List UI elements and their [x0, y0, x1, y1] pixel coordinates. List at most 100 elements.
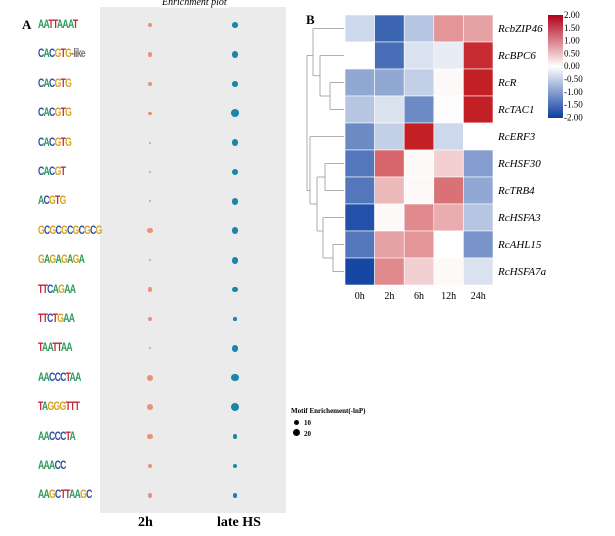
heatmap-cell: [344, 41, 375, 70]
heatmap-cell: [374, 149, 405, 178]
colorbar-tick: 0.50: [564, 48, 580, 58]
chart-title: Enrichment plot: [160, 0, 229, 8]
dot-late-hs: [232, 22, 238, 28]
dot-2h: [149, 200, 151, 203]
motif-logo: CACGT: [38, 164, 66, 178]
heatmap-cell: [374, 176, 405, 205]
dot-late-hs: [231, 345, 239, 352]
dot-late-hs: [231, 109, 239, 118]
heatmap-cell: [463, 122, 494, 151]
motif-logo: AACCCTAA: [38, 369, 81, 384]
gene-label: RcHSFA3: [497, 212, 541, 224]
dot-2h: [147, 434, 153, 440]
heatmap-cell: [374, 68, 405, 97]
heatmap-cell: [463, 230, 494, 259]
motif-logo: GAGAGAGA: [38, 252, 85, 267]
heatmap-cell: [344, 149, 375, 178]
legend-entry-10: 10: [294, 419, 311, 427]
heatmap-cell: [403, 14, 435, 43]
heatmap-cell: [374, 14, 405, 43]
heatmap: RcbZIP46 RcBPC6 RcR RcTAC1 RcERF3 RcHSF30 RcTR…: [306, 10, 583, 300]
dot-late-hs: [231, 51, 239, 58]
gene-label: RcbZIP46: [497, 23, 543, 35]
time-label: 24h: [471, 291, 486, 300]
heatmap-cell: [433, 203, 464, 232]
motif-logo: TTCAGAA: [38, 281, 76, 296]
motif-logo: CACGTG: [38, 134, 72, 149]
heatmap-cell: [344, 68, 375, 97]
heatmap-cell: [403, 257, 435, 286]
colorbar-tick: 0.00: [564, 61, 580, 71]
panel-b-label: B: [306, 12, 315, 27]
dot-late-hs: [232, 434, 238, 439]
heatmap-cell: [463, 14, 494, 43]
gene-label: RcR: [497, 77, 517, 89]
motif-logo: AAGCTTAAGC: [38, 487, 92, 502]
heatmap-cell: [403, 176, 435, 205]
heatmap-cell: [433, 230, 464, 259]
legend-dot-small: [294, 420, 299, 425]
gene-label: RcHSF30: [497, 158, 541, 170]
heatmap-cell: [344, 122, 375, 151]
dot-late-hs: [232, 493, 238, 498]
motif-logo: TAGGGTTT: [38, 399, 80, 414]
heatmap-cell: [403, 122, 435, 151]
heatmap-cell: [374, 122, 405, 151]
dot-late-hs: [230, 403, 240, 412]
heatmap-cell: [344, 257, 375, 286]
legend-title: Motif Enrichement(-lnP): [291, 407, 366, 415]
dot-2h: [147, 22, 153, 28]
heatmap-cell: [463, 176, 494, 205]
heatmap-cell: [463, 41, 494, 70]
legend-dot-large: [293, 429, 300, 436]
colorbar-tick: 2.00: [564, 10, 580, 20]
heatmap-cell: [344, 14, 375, 43]
heatmap-cell: [433, 176, 464, 205]
heatmap-cell: [433, 68, 464, 97]
dot-2h: [149, 259, 151, 262]
heatmap-cell: [374, 95, 405, 124]
motif-logo: ACGTG: [38, 193, 66, 208]
dot-late-hs: [231, 256, 239, 264]
colorbar-tick: -1.00: [564, 87, 583, 97]
legend-entry-20: 20: [293, 429, 311, 438]
heatmap-cell: [403, 230, 435, 259]
heatmap-cell: [374, 257, 405, 286]
dot-2h: [147, 228, 153, 234]
colorbar-tick: -0.50: [564, 74, 583, 84]
dot-2h: [148, 111, 152, 115]
dot-2h: [147, 52, 153, 57]
heatmap-cell: [463, 68, 494, 97]
heatmap-cell: [463, 95, 494, 124]
heatmap-cell: [463, 149, 494, 178]
heatmap-cell: [433, 95, 464, 124]
dot-late-hs: [232, 287, 238, 293]
heatmap-cell: [403, 95, 435, 124]
dot-2h: [147, 404, 153, 410]
dot-late-hs: [231, 168, 239, 176]
motif-logo: AATTAAAT: [38, 17, 78, 31]
motif-logo: GCGCGCGCGCG: [38, 222, 102, 237]
dot-2h: [147, 287, 153, 292]
motif-logo: CACGTG: [38, 105, 72, 120]
dot-late-hs: [231, 139, 239, 146]
gene-label: RcTRB4: [497, 185, 535, 197]
dot-late-hs: [231, 227, 239, 235]
dot-plot-area: [100, 7, 286, 513]
colorbar-tick: -1.50: [564, 100, 583, 110]
colorbar-tick: 1.00: [564, 36, 580, 46]
motif-logo: AACCCTA: [38, 428, 76, 443]
gene-label: RcBPC6: [497, 50, 536, 62]
gene-label: RcTAC1: [497, 104, 534, 116]
time-label: 6h: [414, 291, 424, 300]
time-label: 2h: [384, 291, 394, 300]
dot-late-hs: [231, 198, 239, 205]
x-label-2h: 2h: [138, 515, 153, 530]
legend-value-10: 10: [304, 419, 311, 427]
colorbar-tick: -2.00: [564, 112, 583, 122]
gene-label: RcERF3: [497, 131, 536, 143]
motif-logo: AAACC: [38, 458, 66, 472]
heatmap-cell: [433, 257, 464, 286]
dot-late-hs: [232, 463, 238, 469]
heatmap-cell: [463, 203, 494, 232]
